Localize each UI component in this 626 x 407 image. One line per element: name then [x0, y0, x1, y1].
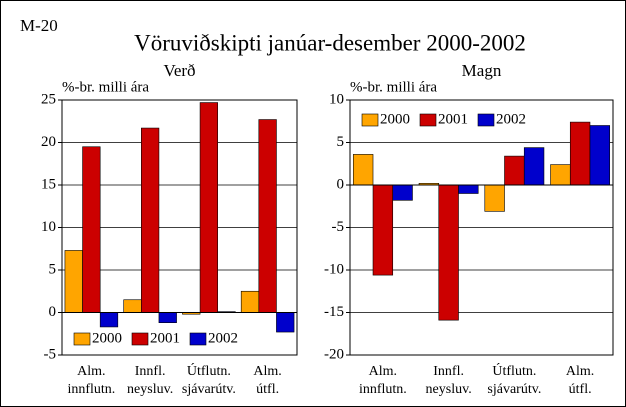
legend-swatch	[131, 332, 149, 346]
x-tick-label-line: Alm.	[566, 364, 594, 379]
bar	[258, 119, 277, 313]
x-tick-label-line: Alm.	[77, 364, 105, 379]
legend-label: 2000	[92, 330, 122, 346]
legend-swatch	[189, 332, 207, 346]
legend-label: 2001	[438, 111, 468, 127]
y-tick-label: 15	[41, 176, 56, 192]
x-tick-label-line: útfl.	[569, 382, 592, 397]
bar	[569, 121, 591, 186]
legend-swatch	[477, 113, 495, 127]
y-tick-label: 0	[337, 176, 345, 192]
bar	[82, 146, 101, 313]
bar	[240, 290, 260, 313]
bar	[99, 312, 119, 328]
x-tick-label-line: Alm.	[253, 364, 281, 379]
x-tick-label-line: Útflutn.	[187, 362, 231, 379]
y-tick-label: 0	[49, 304, 57, 320]
figure-code: M-20	[20, 16, 58, 35]
bar	[504, 155, 525, 186]
x-tick-label-line: Útflutn.	[492, 362, 536, 379]
y-tick-label: -15	[324, 304, 344, 320]
bar	[276, 312, 295, 333]
y-tick-label: 5	[337, 134, 345, 150]
x-tick-label-line: neysluv.	[426, 382, 472, 397]
legend-label: 2002	[496, 111, 526, 127]
bar	[523, 147, 545, 186]
y-tick-label: 25	[41, 91, 56, 107]
legend-label: 2001	[150, 330, 180, 346]
y-tick-label: -10	[324, 261, 344, 277]
x-tick-label-line: neysluv.	[127, 382, 173, 397]
subplot-title: Magn	[462, 61, 502, 80]
x-tick-label-line: Alm.	[369, 364, 397, 379]
x-tick-label-line: Innfl.	[135, 364, 166, 379]
y-tick-label: 20	[41, 134, 56, 150]
x-tick-label: Útflutn. sjávarútv.	[487, 362, 541, 397]
bar	[352, 154, 374, 186]
bar	[141, 127, 160, 313]
y-tick-label: -5	[332, 219, 345, 235]
bar	[64, 250, 83, 313]
x-tick-label-line: sjávarútv.	[182, 382, 236, 397]
y-tick-label: -5	[44, 346, 57, 362]
bar	[484, 184, 505, 212]
x-tick-label: Alm. innflutn.	[67, 364, 115, 397]
legend-swatch	[73, 332, 91, 346]
y-tick-label: 5	[49, 261, 57, 277]
x-tick-label: Innfl. neysluv.	[426, 364, 472, 397]
x-tick-label: Alm. innflutn.	[359, 364, 407, 397]
x-tick-label: Alm. útfl.	[566, 364, 594, 397]
y-axis-label: %-br. milli ára	[62, 79, 149, 95]
bar	[199, 102, 218, 313]
y-tick-label: 10	[329, 91, 344, 107]
x-tick-label: Útflutn. sjávarútv.	[182, 362, 236, 397]
bar	[550, 164, 571, 186]
x-tick-label-line: Innfl.	[433, 364, 464, 379]
legend-label: 2000	[380, 111, 410, 127]
x-tick-label-line: innflutn.	[359, 382, 407, 397]
bar	[438, 184, 459, 321]
x-tick-label-line: innflutn.	[67, 382, 115, 397]
bar	[158, 312, 177, 323]
chart-title: Vöruviðskipti janúar-desember 2000-2002	[134, 30, 526, 55]
x-tick-label: Alm. útfl.	[253, 364, 281, 397]
bar	[458, 184, 479, 194]
y-tick-label: 10	[41, 219, 56, 235]
bar	[392, 184, 413, 201]
bar	[589, 125, 611, 186]
x-tick-label-line: útfl.	[256, 382, 279, 397]
y-tick-label: -20	[324, 346, 344, 362]
subplot-title: Verð	[163, 61, 195, 80]
legend-label: 2002	[208, 330, 238, 346]
bar	[123, 299, 142, 313]
bar	[372, 184, 394, 276]
legend-swatch	[361, 113, 379, 127]
x-tick-label-line: sjávarútv.	[487, 382, 541, 397]
legend-swatch	[419, 113, 437, 127]
y-axis-label: %-br. milli ára	[350, 79, 437, 95]
x-tick-label: Innfl. neysluv.	[127, 364, 173, 397]
